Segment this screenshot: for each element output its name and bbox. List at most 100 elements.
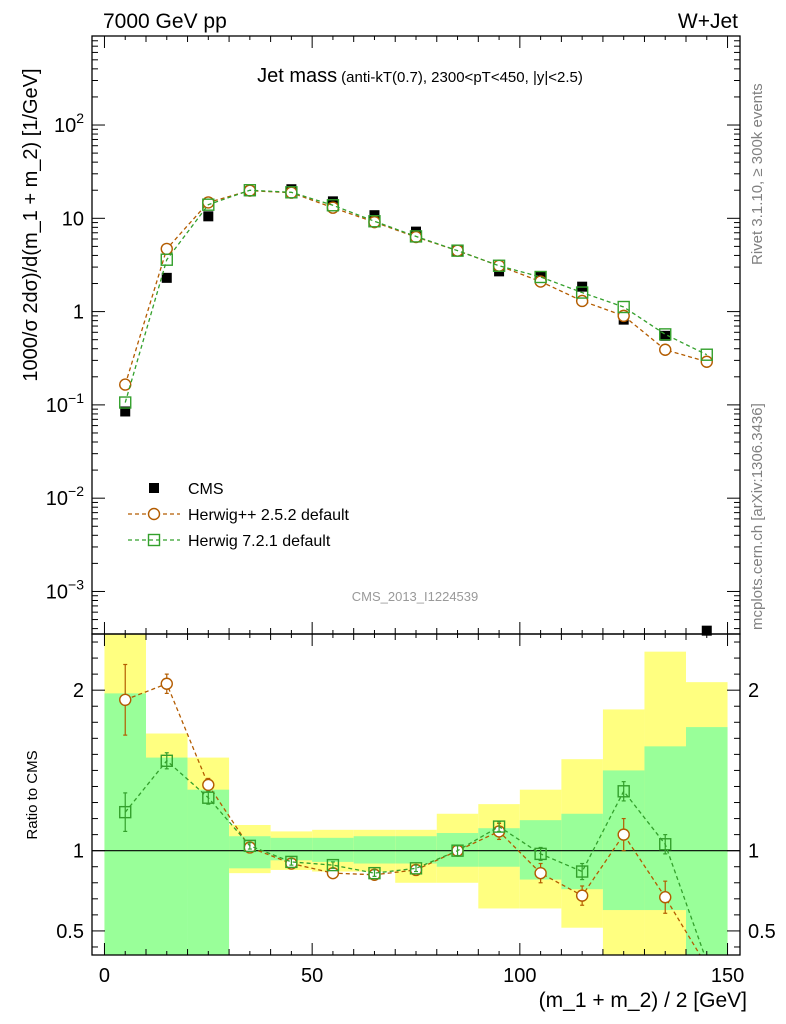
data-point-square <box>243 839 257 853</box>
y-tick-base: 10 <box>54 115 76 137</box>
legend-entry: CMS <box>149 481 224 498</box>
data-point-square <box>409 230 423 243</box>
data-point-square <box>160 754 173 767</box>
y-tick-label: 10−2 <box>46 483 84 510</box>
data-point-circle <box>326 201 340 214</box>
data-point-filled <box>149 483 159 493</box>
y-tick-label: 10−3 <box>46 576 84 603</box>
data-point-square <box>326 199 340 212</box>
legend-label: Herwig 7.2.1 default <box>188 533 331 550</box>
mcplots-reference-label: mcplots.cern.ch [arXiv:1306.3436] <box>749 403 766 630</box>
y-tick-exponent: −1 <box>68 390 84 406</box>
y-tick-base: 10 <box>46 488 68 510</box>
data-point-square <box>119 805 132 819</box>
data-point-square <box>575 865 589 878</box>
y-tick-exponent: 2 <box>76 110 84 126</box>
data-point-square <box>451 844 464 857</box>
series-cms <box>120 184 712 636</box>
data-point-square <box>534 847 547 861</box>
data-point-circle <box>160 677 173 690</box>
data-point-square <box>409 862 423 875</box>
data-point-square <box>326 858 340 872</box>
header-energy-label: 7000 GeV pp <box>103 10 227 33</box>
y-tick-label: 1 <box>73 302 84 324</box>
legend-entry: Herwig++ 2.5.2 default <box>128 507 350 524</box>
title-main: Jet mass <box>257 65 337 87</box>
data-point-square <box>147 533 161 547</box>
ratio-uncertainty-bands <box>104 634 728 955</box>
ratio-y-tick-label-left: 2 <box>73 680 84 702</box>
data-point-filled <box>327 196 338 207</box>
ratio-series-group <box>119 663 706 955</box>
y-tick-base: 10 <box>62 208 84 230</box>
data-point-square <box>285 186 298 199</box>
data-point-filled <box>161 272 172 283</box>
title-sub: (anti-kT(0.7), 2300<pT<450, |y|<2.5) <box>341 69 583 86</box>
data-point-square <box>492 820 506 833</box>
data-point-circle <box>492 259 506 272</box>
data-point-square <box>575 286 589 299</box>
inner-band-bin <box>187 789 230 955</box>
legend-label: Herwig++ 2.5.2 default <box>188 507 350 524</box>
analysis-watermark: CMS_2013_I1224539 <box>352 589 479 604</box>
data-point-square <box>659 328 672 341</box>
data-point-circle <box>575 294 589 308</box>
data-point-circle <box>659 343 672 356</box>
series-line <box>124 189 708 403</box>
legend: CMS Herwig++ 2.5.2 default Herwig 7.2.1 de… <box>128 481 350 550</box>
y-tick-base: 10 <box>46 395 68 417</box>
x-tick-label: 50 <box>301 965 323 987</box>
series-herwig-7-2-1-default <box>119 184 713 409</box>
data-point-square <box>700 348 713 361</box>
inner-band-bin <box>686 727 728 955</box>
x-tick-label: 100 <box>503 965 536 987</box>
y-tick-exponent: −2 <box>68 483 84 499</box>
data-point-circle <box>534 866 547 880</box>
data-point-square <box>617 785 630 798</box>
data-point-circle <box>659 891 672 904</box>
data-point-square <box>160 253 173 266</box>
data-point-square <box>368 215 381 228</box>
data-point-circle <box>147 507 161 521</box>
data-point-square <box>368 866 381 880</box>
data-point-square <box>534 270 547 284</box>
data-point-filled <box>660 330 671 341</box>
ratio-y-tick-label-left: 0.5 <box>56 921 84 943</box>
data-point-circle <box>575 889 589 902</box>
ratio-series-herwig-7-2-1-default <box>119 752 706 955</box>
ratio-y-axis-label: Ratio to CMS <box>24 750 41 839</box>
main-y-axis-label: 1000/σ 2dσ)/d(m_1 + m_2) [1/GeV] <box>20 68 42 381</box>
data-point-circle <box>160 242 173 256</box>
inner-band-bin <box>353 836 396 864</box>
legend-entry: Herwig 7.2.1 default <box>128 533 331 550</box>
inner-band-bin <box>270 837 313 861</box>
y-tick-label: 102 <box>54 110 84 137</box>
data-point-square <box>451 244 464 257</box>
rivet-version-label: Rivet 3.1.10, ≥ 300k events <box>749 83 766 265</box>
y-tick-base: 1 <box>73 302 84 324</box>
axis-ticks <box>92 35 740 955</box>
data-point-square <box>243 184 257 197</box>
data-point-circle <box>119 693 132 707</box>
y-tick-label: 10−1 <box>46 390 84 417</box>
x-tick-label: 0 <box>99 965 110 987</box>
inner-band-bin <box>312 837 354 862</box>
data-point-circle <box>700 355 713 368</box>
x-axis-label: (m_1 + m_2) / 2 [GeV] <box>539 989 747 1012</box>
ratio-y-tick-label-right: 2 <box>748 680 759 702</box>
data-point-square <box>119 396 132 409</box>
data-point-square <box>659 838 672 851</box>
data-point-square <box>202 198 215 211</box>
inner-band-bin <box>146 757 188 955</box>
ratio-y-tick-label-right: 1 <box>748 841 759 863</box>
data-point-filled <box>203 211 214 222</box>
data-point-square <box>492 259 506 272</box>
data-point-circle <box>202 778 215 792</box>
ratio-y-tick-label-right: 0.5 <box>748 921 776 943</box>
data-point-square <box>202 791 215 804</box>
data-point-circle <box>119 378 132 391</box>
data-point-square <box>285 855 298 869</box>
data-point-circle <box>326 866 340 880</box>
